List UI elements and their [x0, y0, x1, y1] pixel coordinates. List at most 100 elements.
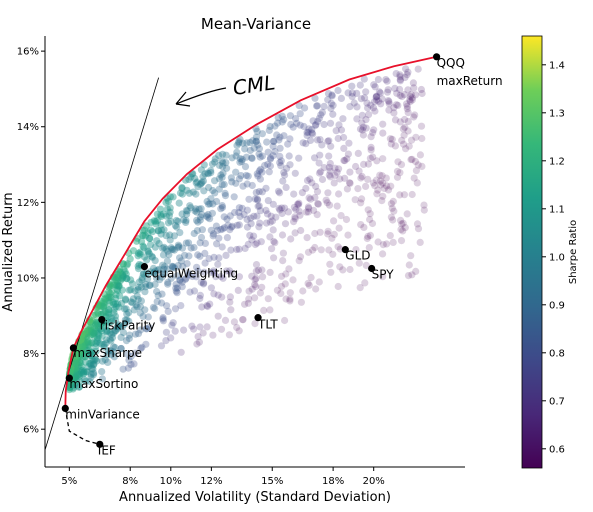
portfolio-dot	[391, 142, 399, 150]
portfolio-dot	[75, 383, 83, 391]
portfolio-dot	[326, 260, 334, 268]
portfolio-dot	[311, 154, 319, 162]
portfolio-dot	[242, 171, 250, 180]
portfolio-dot	[226, 293, 234, 301]
portfolio-dot	[360, 223, 368, 231]
portfolio-dot	[172, 284, 180, 292]
portfolio-dot	[396, 73, 404, 81]
portfolio-dot	[235, 204, 243, 212]
portfolio-dot	[163, 265, 171, 273]
point-qqq-marker	[432, 53, 441, 61]
portfolio-dot	[102, 339, 110, 347]
portfolio-dot	[317, 168, 325, 176]
portfolio-dot	[144, 229, 152, 237]
portfolio-dot	[115, 281, 123, 289]
portfolio-dot	[398, 92, 406, 101]
portfolio-dot	[171, 305, 180, 313]
portfolio-dot	[389, 216, 397, 224]
portfolio-dot	[252, 137, 260, 145]
portfolio-dot	[340, 133, 348, 142]
portfolio-dot	[214, 312, 222, 320]
portfolio-dot	[222, 151, 230, 159]
portfolio-dot	[247, 214, 255, 222]
portfolio-dot	[281, 204, 289, 212]
portfolio-dot	[253, 127, 261, 135]
portfolio-dot	[178, 283, 186, 291]
portfolio-dot	[107, 351, 115, 359]
portfolio-dot	[226, 298, 234, 306]
portfolio-dot	[183, 207, 191, 215]
portfolio-dot	[356, 125, 365, 133]
portfolio-dot	[295, 200, 303, 209]
portfolio-dot	[196, 239, 204, 247]
portfolio-dot	[328, 91, 336, 99]
portfolio-dot	[269, 137, 277, 145]
portfolio-dot	[251, 281, 259, 289]
portfolio-dot	[377, 181, 385, 189]
portfolio-dot	[143, 256, 151, 264]
portfolio-dot	[111, 300, 119, 308]
portfolio-dot	[205, 183, 213, 192]
portfolio-dot	[408, 96, 416, 104]
portfolio-dot	[376, 171, 384, 179]
cml-annotation: CML	[175, 70, 277, 107]
portfolio-dot	[267, 154, 275, 162]
portfolio-dot	[399, 125, 407, 133]
portfolio-dot	[244, 240, 252, 248]
portfolio-dot	[373, 190, 381, 198]
portfolio-dot	[358, 119, 366, 127]
portfolio-dot	[304, 208, 312, 216]
portfolio-dot	[301, 104, 309, 112]
portfolio-dot	[218, 173, 226, 181]
portfolio-dot	[364, 232, 372, 240]
portfolio-dot	[335, 165, 343, 173]
portfolio-dot	[174, 241, 182, 249]
portfolio-dot	[87, 348, 95, 356]
portfolio-dot	[358, 111, 366, 119]
point-spy-marker	[368, 264, 376, 273]
portfolio-dot	[346, 179, 354, 187]
portfolio-dot	[240, 211, 248, 219]
portfolio-dot	[151, 267, 159, 275]
portfolio-dot	[159, 270, 167, 278]
portfolio-dot	[357, 221, 365, 229]
portfolio-dot	[260, 306, 268, 314]
portfolio-dot	[399, 227, 407, 235]
portfolio-dot	[284, 208, 292, 216]
portfolio-dot	[251, 294, 259, 302]
portfolio-dot	[105, 310, 113, 318]
colorbar-tick-label: 0.9	[549, 300, 565, 311]
portfolio-dot	[327, 104, 335, 112]
portfolio-dot	[236, 212, 244, 221]
portfolio-dot	[278, 112, 286, 120]
portfolio-dot	[299, 287, 307, 295]
portfolio-dot	[339, 115, 347, 123]
portfolio-dot	[209, 200, 217, 208]
portfolio-dot	[85, 359, 94, 368]
portfolio-dot	[190, 325, 198, 333]
portfolio-dot	[182, 239, 190, 247]
portfolio-dot	[95, 331, 103, 340]
portfolio-dot	[246, 146, 254, 155]
portfolio-dot	[172, 287, 180, 295]
portfolio-dot	[417, 85, 425, 94]
portfolio-dot	[152, 217, 160, 225]
portfolio-dot	[125, 309, 133, 317]
portfolio-dot	[108, 334, 117, 342]
portfolio-dot	[220, 213, 228, 221]
portfolio-dot	[75, 372, 83, 381]
portfolio-dot	[209, 232, 217, 240]
portfolio-dot	[277, 289, 285, 298]
portfolio-dot	[325, 171, 333, 179]
portfolio-dot	[295, 154, 303, 162]
portfolio-dot	[176, 189, 185, 197]
portfolio-dot	[160, 270, 168, 278]
portfolio-dot	[155, 240, 163, 248]
portfolio-dot	[267, 212, 275, 220]
portfolio-dot	[173, 223, 181, 231]
portfolio-dot	[418, 134, 426, 143]
portfolio-dot	[138, 231, 146, 239]
portfolio-dot	[374, 75, 382, 84]
portfolio-dot	[201, 239, 209, 247]
portfolio-dot	[153, 210, 161, 218]
